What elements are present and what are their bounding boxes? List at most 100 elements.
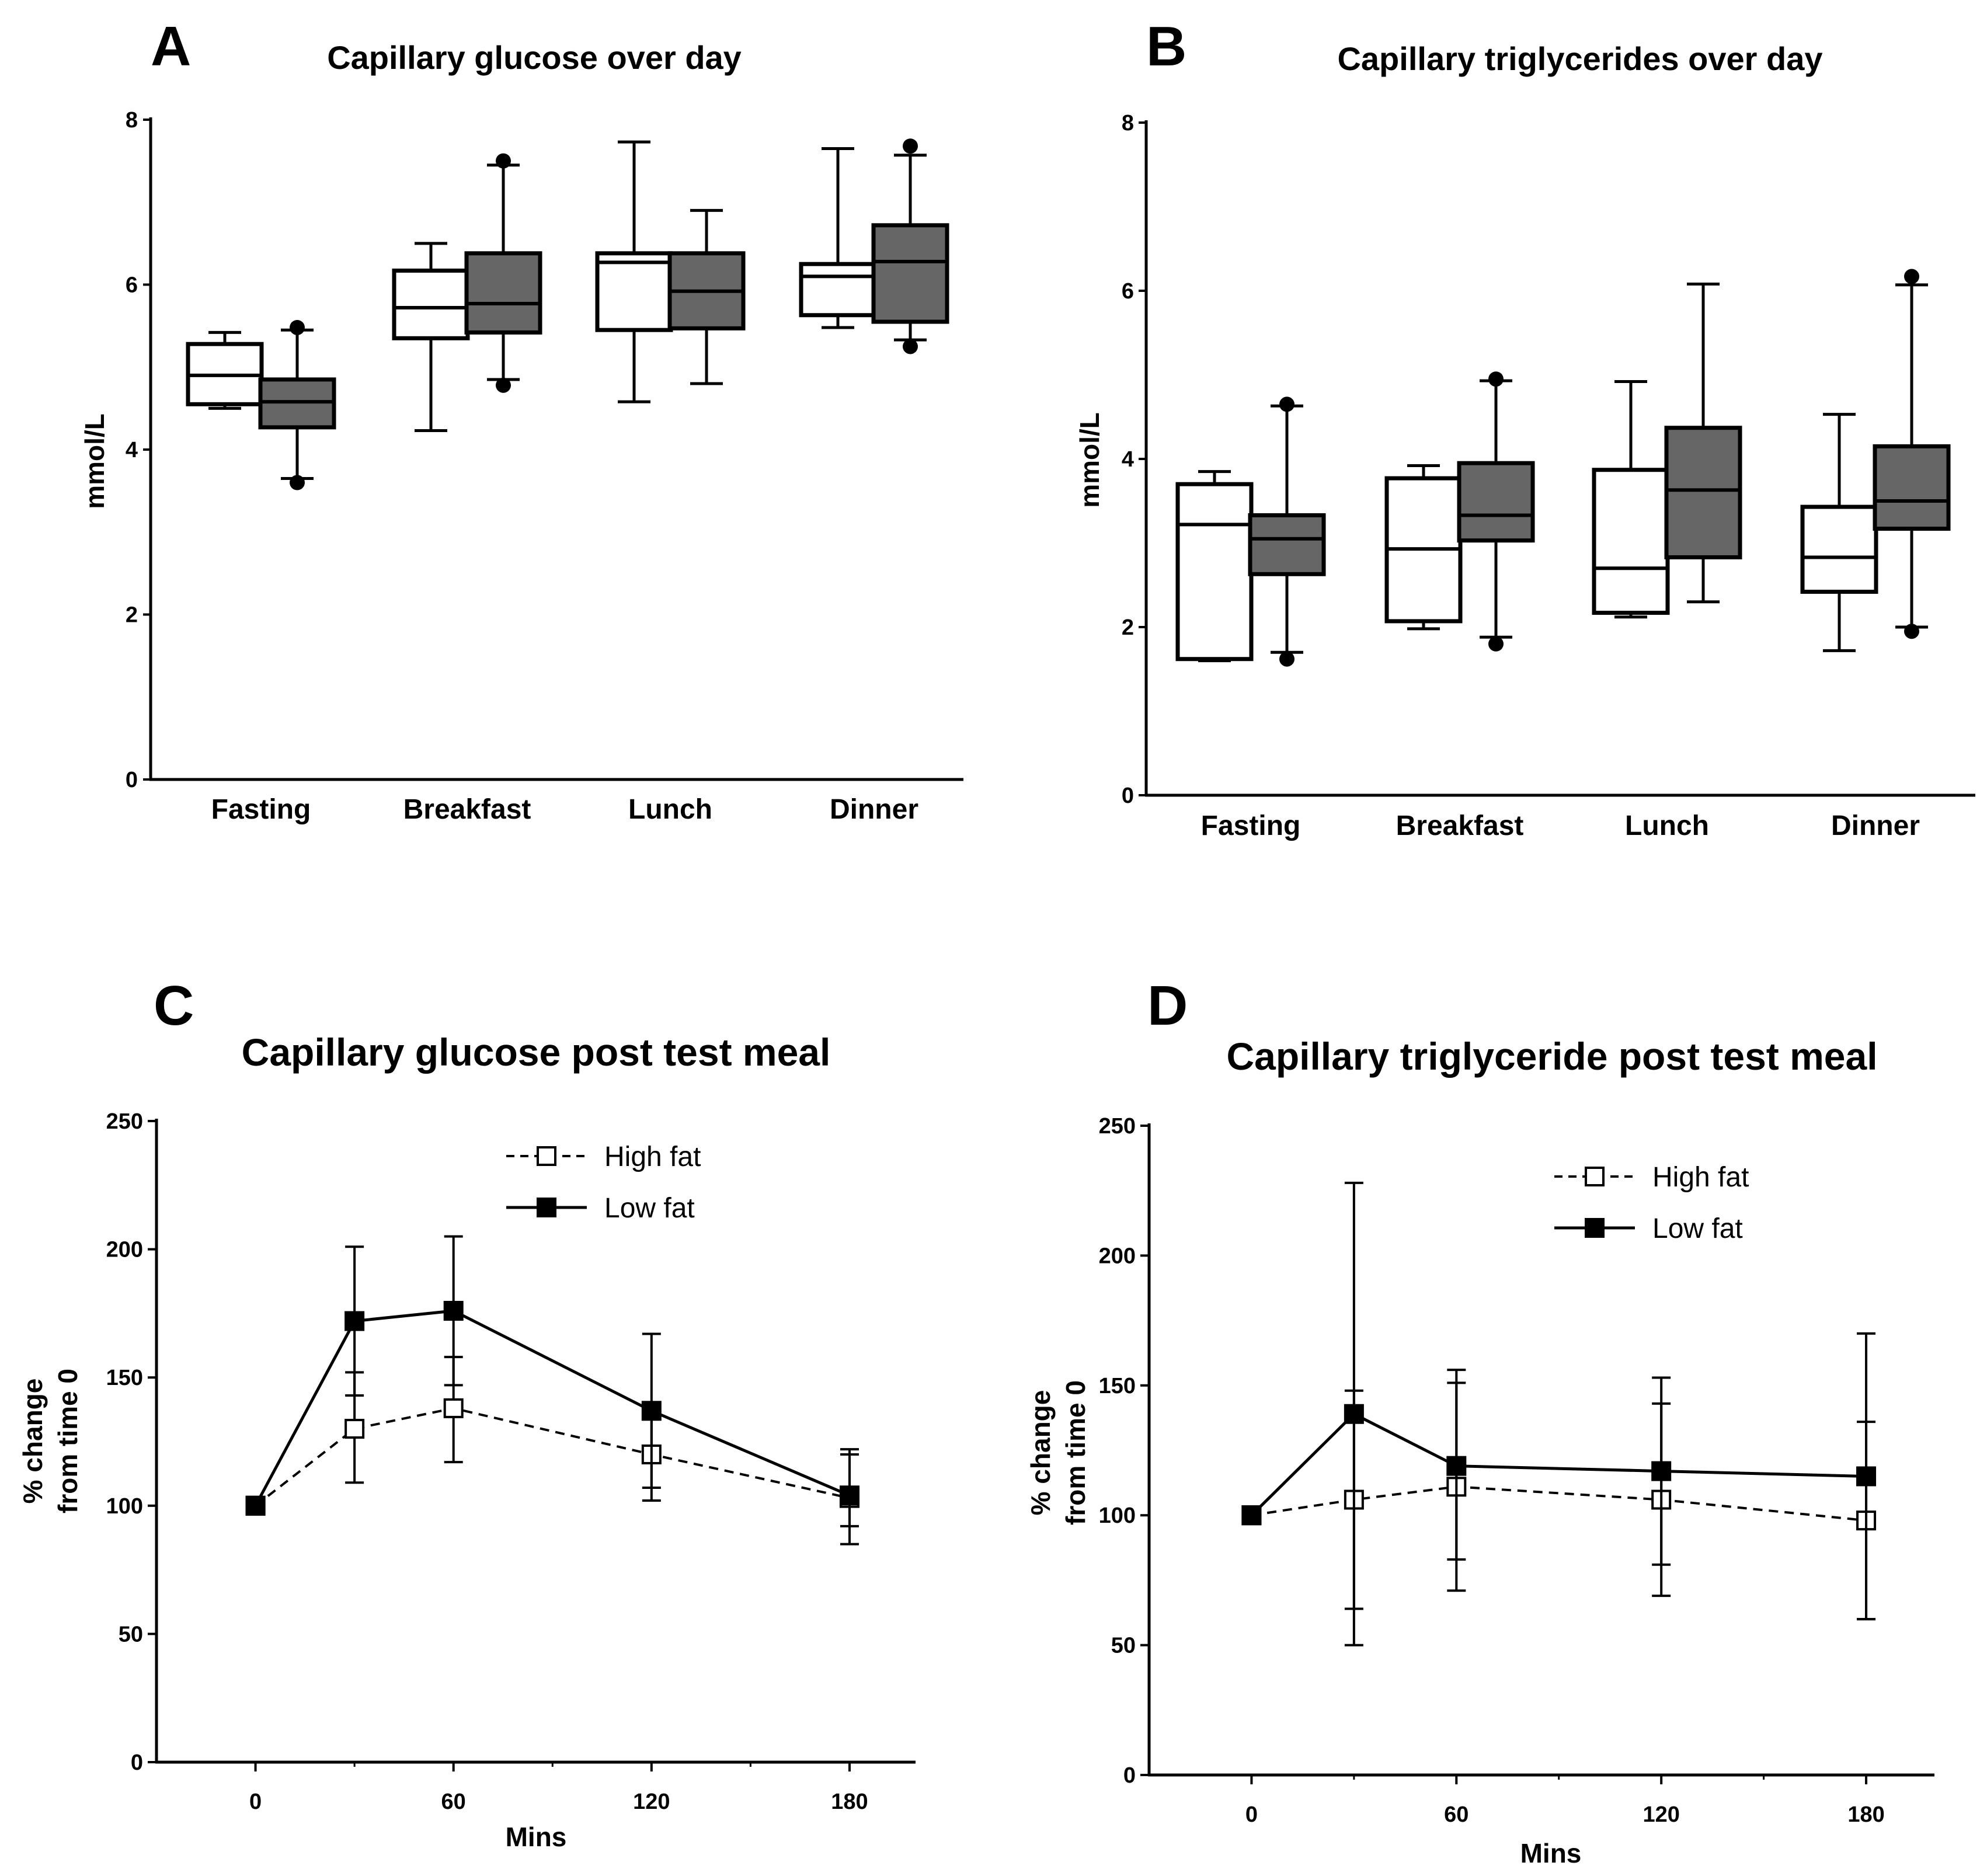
iqr-box: [799, 262, 877, 318]
outlier-low: [496, 377, 511, 393]
legend-label: Low fat: [1652, 1213, 1743, 1244]
panel-a-glucose-over-day: A Capillary glucose over day mmol/L 0 2 4 6…: [79, 15, 963, 825]
outlier-high: [903, 138, 918, 154]
x-tick-label: 60: [441, 1790, 466, 1814]
plot-area: 0 50 100 150 200 250 0 60 120 180 High fat Low fat: [106, 1109, 916, 1814]
plot-area: 0 50 100 150 200 250 0 60 120 180 High fat Low fat: [1099, 1114, 1934, 1827]
iqr-box: [1873, 444, 1951, 531]
x-category-label: Breakfast: [403, 794, 531, 825]
outlier-high: [1904, 269, 1919, 284]
legend-label: Low fat: [604, 1193, 695, 1224]
series-line: [1251, 1485, 1867, 1522]
y-tick-label: 4: [126, 438, 138, 462]
chart-title: Capillary glucose over day: [327, 39, 742, 76]
legend-marker: [1585, 1218, 1605, 1238]
box: [1457, 371, 1535, 652]
box: [667, 208, 746, 385]
series-high-fat: [245, 1356, 859, 1546]
outlier-high: [1279, 396, 1294, 412]
panel-d-triglyceride-post-meal: D Capillary triglyceride post test meal …: [1025, 974, 1934, 1868]
data-point-origin: [1241, 1505, 1262, 1526]
box: [1175, 470, 1254, 663]
y-tick-label: 2: [1122, 615, 1134, 640]
y-tick-label: 0: [131, 1750, 143, 1775]
box: [1873, 269, 1951, 639]
y-axis-label-line1: % change: [18, 1379, 48, 1504]
chart-title: Capillary glucose post test meal: [242, 1031, 831, 1074]
box: [1664, 282, 1742, 604]
x-category-label: Dinner: [1831, 810, 1920, 841]
box: [799, 147, 877, 329]
box: [464, 153, 542, 393]
plot-area: 0 2 4 6 8 Fasting Breakfast Lunch Dinner: [1122, 111, 1975, 841]
data-point: [344, 1419, 365, 1439]
y-tick-label: 100: [106, 1494, 143, 1519]
iqr-box: [1457, 461, 1535, 543]
x-tick-label: 180: [831, 1790, 868, 1814]
legend: High fat Low fat: [506, 1141, 701, 1224]
y-tick-label: 6: [1122, 279, 1134, 304]
x-tick-label: 0: [249, 1790, 262, 1814]
y-tick-label: 0: [1122, 784, 1134, 808]
chart-title: Capillary triglyceride post test meal: [1226, 1035, 1877, 1078]
series-line: [254, 1309, 850, 1506]
y-tick-label: 0: [1123, 1763, 1136, 1788]
y-axis-label-line2: from time 0: [53, 1369, 83, 1513]
iqr-box: [464, 251, 542, 335]
x-axis-label: Mins: [1520, 1838, 1582, 1868]
y-tick-label: 8: [126, 108, 138, 133]
iqr-box: [392, 268, 470, 340]
panel-letter-c: C: [154, 974, 194, 1037]
box: [258, 319, 336, 490]
legend-marker: [537, 1146, 556, 1166]
y-axis-label: mmol/L: [1074, 412, 1105, 508]
x-tick-label: 0: [1245, 1802, 1258, 1827]
series-low-fat: [1241, 1181, 1877, 1647]
data-point: [839, 1485, 859, 1506]
legend-marker: [1585, 1167, 1605, 1186]
outlier-high: [1488, 371, 1504, 387]
y-tick-label: 4: [1122, 447, 1134, 472]
y-tick-label: 250: [106, 1109, 143, 1134]
x-category-label: Dinner: [830, 794, 918, 825]
y-tick-label: 200: [1099, 1244, 1136, 1268]
data-point: [443, 1301, 464, 1321]
legend-label: High fat: [1652, 1162, 1749, 1193]
iqr-box: [1800, 504, 1878, 594]
series-line: [1250, 1412, 1867, 1516]
data-point: [1344, 1404, 1364, 1424]
panel-letter-b: B: [1146, 15, 1186, 78]
y-tick-label: 0: [126, 768, 138, 792]
iqr-box: [871, 223, 949, 324]
x-tick-label: 180: [1847, 1802, 1884, 1827]
y-tick-label: 50: [1111, 1634, 1136, 1658]
outlier-high: [290, 319, 305, 335]
iqr-box: [1175, 482, 1254, 662]
x-tick-label: 120: [1643, 1802, 1679, 1827]
y-tick-label: 8: [1122, 111, 1134, 135]
iqr-box: [1592, 468, 1670, 615]
x-category-label: Breakfast: [1396, 810, 1524, 841]
x-axis-label: Mins: [506, 1822, 567, 1852]
data-point: [1446, 1456, 1467, 1476]
box: [186, 330, 264, 410]
x-category-label: Fasting: [1201, 810, 1301, 841]
x-category-label: Lunch: [628, 794, 712, 825]
x-category-label: Lunch: [1625, 810, 1709, 841]
panel-letter-d: D: [1147, 974, 1188, 1037]
y-tick-label: 200: [106, 1238, 143, 1262]
data-point: [1856, 1466, 1877, 1487]
y-tick-label: 50: [119, 1622, 143, 1647]
iqr-box: [1664, 426, 1742, 559]
box: [1384, 464, 1463, 631]
data-point: [641, 1401, 662, 1421]
x-category-label: Fasting: [211, 794, 311, 825]
outlier-low: [903, 339, 918, 354]
series-high-fat: [1241, 1381, 1877, 1621]
outlier-high: [496, 153, 511, 169]
data-point: [1651, 1461, 1672, 1481]
panel-c-glucose-post-meal: C Capillary glucose post test meal % cha…: [18, 974, 916, 1852]
chart-title: Capillary triglycerides over day: [1337, 40, 1822, 77]
y-tick-label: 6: [126, 273, 138, 298]
